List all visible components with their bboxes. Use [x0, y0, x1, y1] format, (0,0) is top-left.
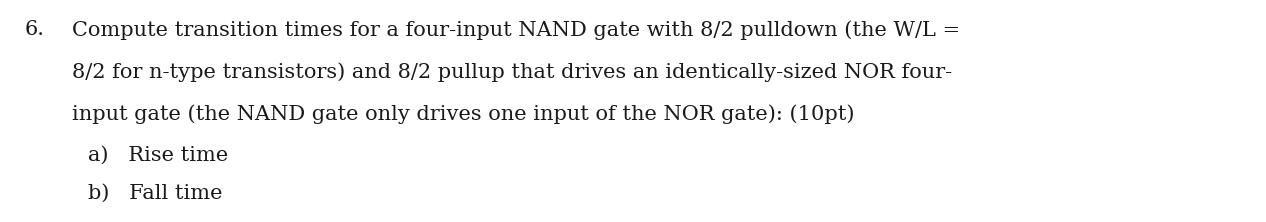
Text: b)   Fall time: b) Fall time [89, 184, 223, 203]
Text: input gate (the NAND gate only drives one input of the NOR gate): (10pt): input gate (the NAND gate only drives on… [72, 104, 855, 124]
Text: 6.: 6. [25, 20, 46, 39]
Text: 8/2 for n-type transistors) and 8/2 pullup that drives an identically-sized NOR : 8/2 for n-type transistors) and 8/2 pull… [72, 62, 952, 82]
Text: a)   Rise time: a) Rise time [89, 146, 228, 165]
Text: Compute transition times for a four-input NAND gate with 8/2 pulldown (the W/L =: Compute transition times for a four-inpu… [72, 20, 960, 40]
